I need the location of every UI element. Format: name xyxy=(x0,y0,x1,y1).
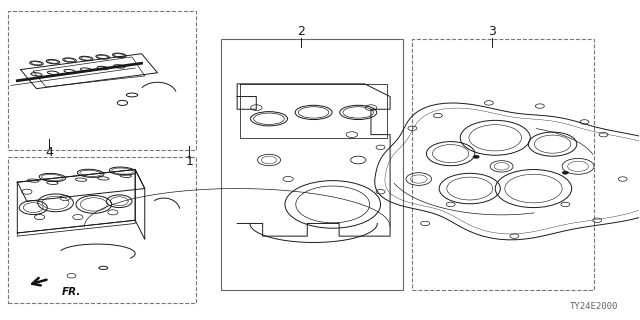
Text: TY24E2000: TY24E2000 xyxy=(570,302,618,311)
Circle shape xyxy=(473,155,479,158)
Circle shape xyxy=(562,171,568,174)
Text: 3: 3 xyxy=(488,25,496,38)
Bar xyxy=(412,39,594,290)
Text: 4: 4 xyxy=(45,146,53,159)
Text: 1: 1 xyxy=(186,155,193,168)
Text: 2: 2 xyxy=(297,25,305,38)
Bar xyxy=(8,11,196,150)
Text: FR.: FR. xyxy=(62,287,81,297)
Bar xyxy=(8,157,196,303)
Bar xyxy=(221,39,403,290)
